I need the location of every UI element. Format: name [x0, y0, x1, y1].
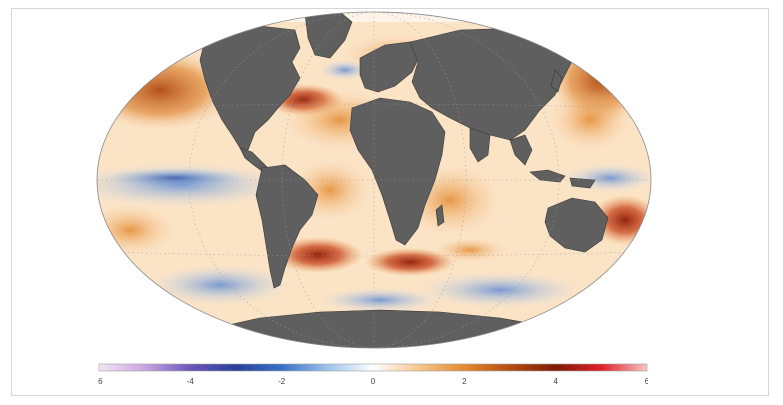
colorbar-tick-label: 2	[462, 377, 467, 386]
colorbar-tick-label: -2	[278, 377, 286, 386]
colorbar-gradient	[98, 363, 648, 372]
globe-outline	[96, 11, 652, 349]
colorbar-tick-label: -6	[98, 377, 103, 386]
colorbar-graphic: -6 -4 -2 0 2 4 6	[98, 363, 648, 386]
colorbar-tick-label: 0	[371, 377, 376, 386]
equatorial-pacific-cool-anomaly	[97, 163, 651, 207]
colorbar-tick-label: -4	[187, 377, 195, 386]
graticule	[97, 12, 651, 348]
south-atlantic-warm-anomaly	[273, 237, 505, 276]
colorbar: -6 -4 -2 0 2 4 6	[98, 363, 648, 391]
world-map	[96, 11, 652, 349]
colorbar-tick-label: 4	[553, 377, 558, 386]
colorbar-tick-label: 6	[645, 377, 648, 386]
land-masses	[199, 12, 629, 348]
southern-ocean-cool-anomaly	[150, 265, 580, 312]
